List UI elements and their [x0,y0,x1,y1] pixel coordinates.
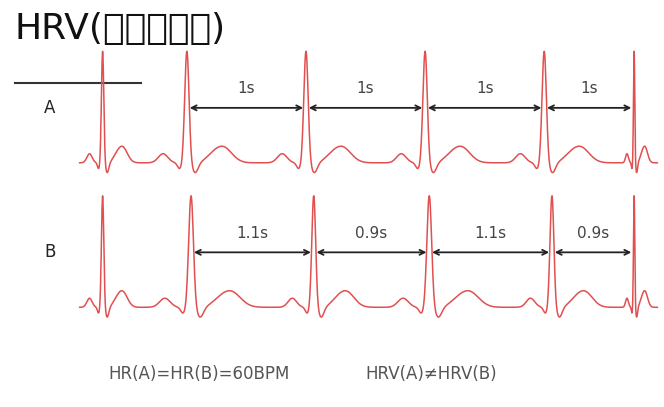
Text: B: B [44,243,56,261]
Text: 1s: 1s [476,81,493,96]
Text: 1s: 1s [238,81,255,96]
Text: A: A [44,99,56,117]
Text: 1s: 1s [357,81,374,96]
Text: HRV(心率变异性): HRV(心率变异性) [15,12,226,46]
Text: 1.1s: 1.1s [475,226,507,241]
Text: 0.9s: 0.9s [355,226,388,241]
Text: 0.9s: 0.9s [577,226,609,241]
Text: HRV(A)≠HRV(B): HRV(A)≠HRV(B) [366,365,497,383]
Text: HR(A)=HR(B)=60BPM: HR(A)=HR(B)=60BPM [108,365,290,383]
Text: 1.1s: 1.1s [236,226,268,241]
Text: 1s: 1s [580,81,598,96]
